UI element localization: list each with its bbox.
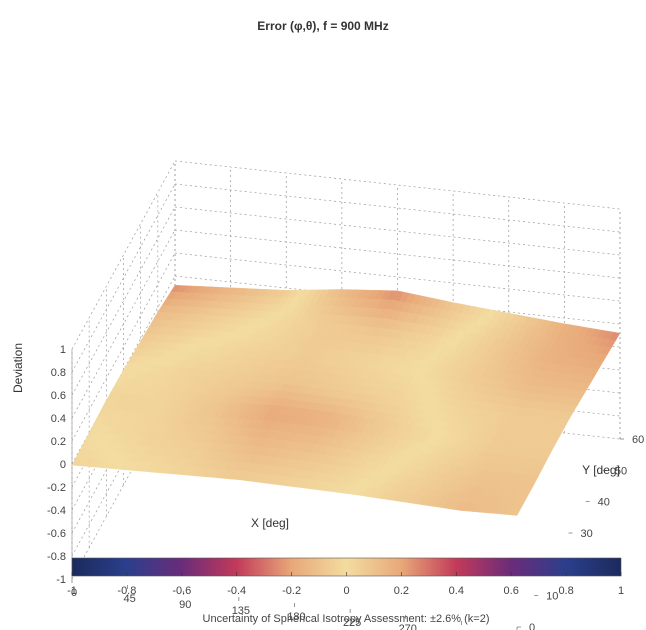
surface-patch <box>510 506 522 516</box>
left-wall-gridline <box>71 252 176 442</box>
colorbar-tick-label: 0.8 <box>558 585 573 597</box>
z-tick-label: -0.6 <box>47 528 66 540</box>
x-tick-label: 135 <box>232 605 250 617</box>
colorbar-tick-label: -0.2 <box>282 585 301 597</box>
left-wall-gridline <box>71 206 176 396</box>
colorbar-tick-label: 1 <box>618 585 624 597</box>
left-wall-gridline <box>71 183 176 373</box>
x-tick-label: 90 <box>179 599 191 611</box>
colorbar-tick-label: -0.6 <box>172 585 191 597</box>
chart-title: Error (φ,θ), f = 900 MHz <box>257 19 388 33</box>
x-tick-label: 45 <box>124 593 136 605</box>
y-tick-label: 50 <box>615 465 627 477</box>
z-tick-label: 0.2 <box>51 436 66 448</box>
z-tick-label: 0.8 <box>51 367 66 379</box>
z-tick-label: -1 <box>56 574 66 586</box>
x-tick-label: 0 <box>71 587 77 599</box>
left-wall-gridline <box>71 321 176 511</box>
y-axis-label: Y [deg] <box>582 463 620 477</box>
z-tick-label: 0 <box>60 459 66 471</box>
z-axis-ticks: -1 -0.8 -0.6 -0.4 -0.2 0 0.2 0.4 0.6 0.8 1 <box>47 344 66 586</box>
x-axis-label: X [deg] <box>251 516 289 530</box>
y-tick-label: 40 <box>598 497 610 509</box>
z-tick-label: -0.8 <box>47 551 66 563</box>
z-tick-label: -0.4 <box>47 505 66 517</box>
x-tick-label: 225 <box>343 617 361 629</box>
x-axis-ticks: 04590135180225270315360 <box>71 579 518 630</box>
y-tick-label: 10 <box>546 591 558 603</box>
z-axis-label: Deviation <box>11 343 25 393</box>
z-tick-label: 1 <box>60 344 66 356</box>
colorbar-label: Uncertainty of Spherical Isotropy Assess… <box>203 613 490 625</box>
colorbar-tick-label: 0.6 <box>504 585 519 597</box>
z-tick-label: 0.4 <box>51 413 66 425</box>
colorbar-tick-label: 0.2 <box>394 585 409 597</box>
colorbar-tick-label: -0.8 <box>117 585 136 597</box>
colorbar-ticks: -1 -0.8 -0.6 -0.4 -0.2 0 0.2 0.4 0.6 0.8 1 <box>67 572 624 597</box>
x-tick-label: 270 <box>399 623 417 630</box>
surface-mesh <box>71 284 621 516</box>
z-tick-label: -0.2 <box>47 482 66 494</box>
y-tick-label: 0 <box>529 622 535 630</box>
left-wall-gridline <box>71 367 176 557</box>
z-tick-label: 0.6 <box>51 390 66 402</box>
y-tick-label: 60 <box>632 434 644 446</box>
colorbar-tick-label: 0 <box>343 585 349 597</box>
colorbar-tick-label: 0.4 <box>449 585 464 597</box>
y-tick-label: 30 <box>581 528 593 540</box>
colorbar-tick-label: -1 <box>67 585 77 597</box>
x-tick-label: 180 <box>287 611 305 623</box>
colorbar-tick-label: -0.4 <box>227 585 246 597</box>
